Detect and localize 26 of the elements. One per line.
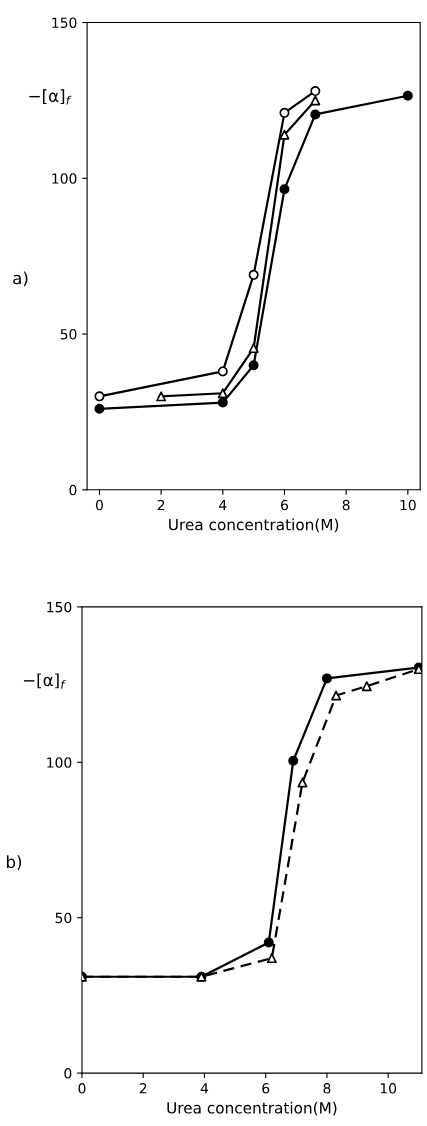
x-axis-title: Urea concentration(M) <box>167 1101 337 1116</box>
y-tick-label: 0 <box>69 484 77 496</box>
x-tick-label: 10 <box>380 1083 397 1094</box>
y-tick-label: 100 <box>52 173 77 184</box>
y-tick-label: 50 <box>55 912 72 924</box>
text: a) <box>13 271 28 287</box>
x-tick-label: 10 <box>400 499 416 511</box>
y-tick-label: 50 <box>60 329 77 340</box>
x-tick-label: 8 <box>342 499 350 511</box>
y-tick-label: 150 <box>47 601 72 613</box>
y-tick-label: 100 <box>47 757 72 768</box>
x-tick-label: 6 <box>262 1083 270 1094</box>
x-tick-label: 6 <box>281 499 289 511</box>
y-axis-title: −[α]$_{f}$ <box>29 89 72 105</box>
x-tick-label: 8 <box>323 1083 331 1094</box>
x-tick-label: 2 <box>157 499 165 511</box>
x-tick-label: 2 <box>139 1083 147 1094</box>
y-tick-label: 150 <box>52 17 77 28</box>
x-axis-title: Urea concentration(M) <box>169 518 339 533</box>
x-tick-label: 0 <box>78 1083 86 1094</box>
x-tick-label: 0 <box>95 499 103 511</box>
x-tick-label: 4 <box>219 499 227 511</box>
y-axis-title: −[α]$_{f}$ <box>23 673 66 689</box>
text: b) <box>6 855 22 871</box>
x-tick-label: 4 <box>200 1083 209 1094</box>
y-tick-label: 0 <box>64 1068 72 1079</box>
